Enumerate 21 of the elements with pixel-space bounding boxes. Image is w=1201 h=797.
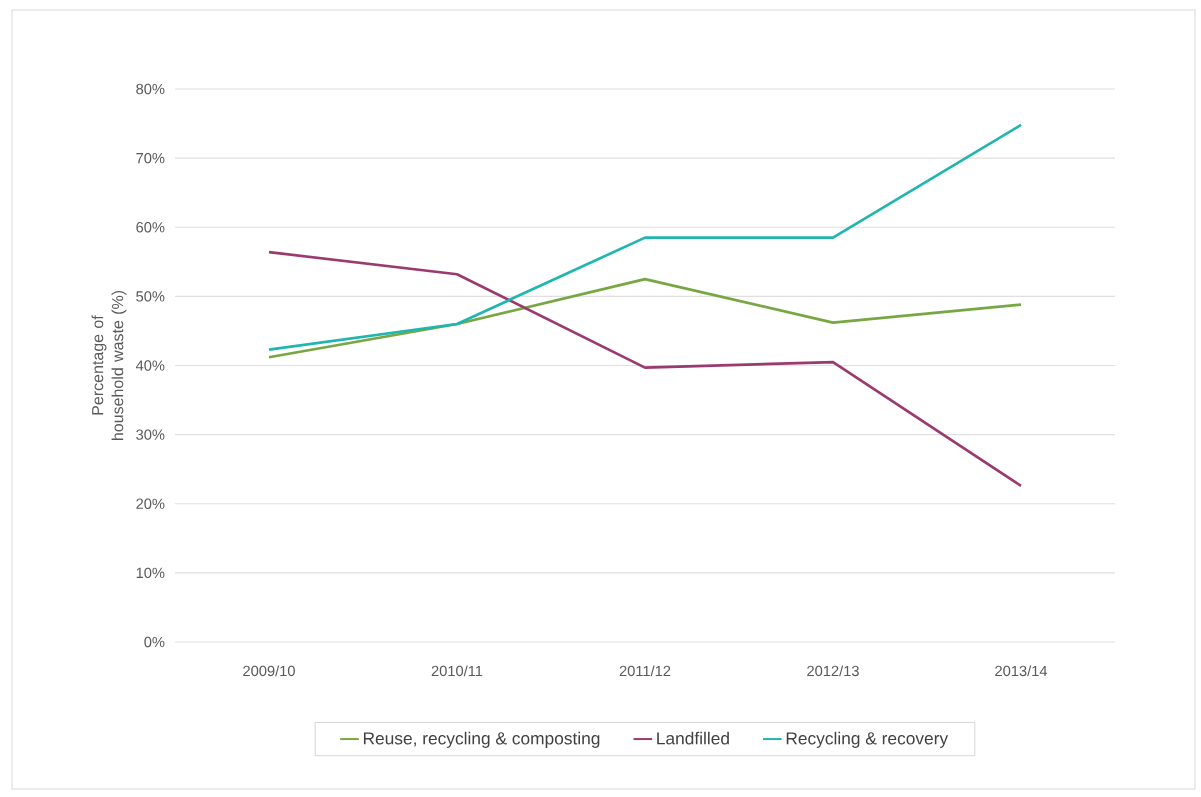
y-tick-label: 10% <box>136 567 165 579</box>
legend-label: Landfilled <box>657 731 729 745</box>
legend-label: Recycling & recovery <box>786 731 949 748</box>
y-tick-label: 0% <box>144 636 165 648</box>
line-series <box>267 123 1023 351</box>
y-tick-label: 20% <box>136 498 165 509</box>
x-tick-label: 2010/11 <box>431 665 483 677</box>
x-tick-label: 2013/14 <box>995 665 1048 677</box>
x-tick-label: 2012/13 <box>807 665 859 677</box>
line-series <box>267 277 1023 359</box>
y-tick-label: 70% <box>136 152 165 164</box>
y-tick-label: 60% <box>136 222 165 233</box>
y-tick-label: 30% <box>136 429 165 440</box>
x-tick-label: 2009/10 <box>243 665 295 677</box>
line-series <box>267 250 1023 488</box>
legend-label: Reuse, recycling & composting <box>363 731 600 748</box>
y-tick-label: 80% <box>136 83 165 95</box>
y-axis-title: Percentage of household waste (%) <box>91 290 127 440</box>
y-tick-label: 50% <box>136 291 165 302</box>
x-tick-label: 2011/12 <box>619 665 671 677</box>
y-tick-label: 40% <box>135 360 165 371</box>
